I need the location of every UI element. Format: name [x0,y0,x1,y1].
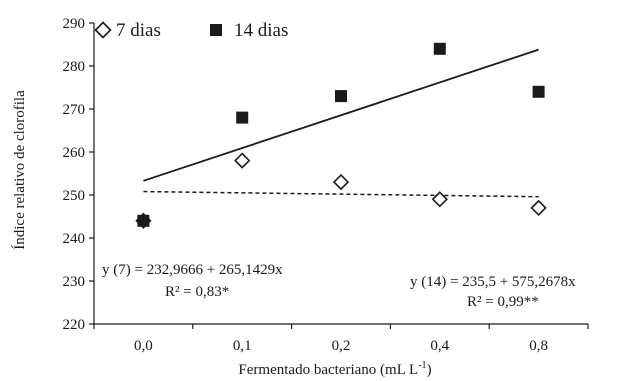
x-axis-title-end: ) [427,362,432,378]
data-point-7-dias [431,191,448,208]
x-axis-title: Fermentado bacteriano (mL L-1) [238,360,431,378]
y-tick-label: 260 [63,145,86,161]
trend-line-14-dias [143,48,539,182]
y-tick-label: 230 [63,274,86,290]
data-point-14-dias [532,85,545,98]
y-tick-label: 280 [63,59,86,75]
equation-text-14-dias: y (14) = 235,5 + 575,2678x [410,274,576,290]
data-point-7-dias [332,173,350,191]
data-point-7-dias [135,212,152,229]
data-point-7-dias [234,152,251,169]
r2-text-7-dias: R² = 0,83* [165,284,229,300]
data-points [135,42,547,229]
data-point-14-dias [335,90,347,103]
axes: 220 230 240 250 260 270 280 290 0,0 0,1 0,2 0,4 0,8 [63,16,589,354]
trend-lines [143,48,539,198]
legend: 7 dias 14 dias [94,20,288,41]
legend-marker-7-dias [94,21,112,39]
x-tick-label: 0,4 [430,338,449,354]
y-tick-label: 250 [63,188,86,204]
equation-text-7-dias: y (7) = 232,9666 + 265,1429x [102,262,283,278]
x-tick-label: 0,8 [529,338,548,354]
x-tick-label: 0,1 [233,338,252,354]
data-point-14-dias [433,42,446,55]
legend-marker-14-dias [210,24,222,36]
y-axis-title: Índice relativo de clorofila [11,90,28,250]
equation-14-dias: y (14) = 235,5 + 575,2678x R² = 0,99** [410,274,576,310]
x-tick-label: 0,0 [134,338,153,354]
y-tick-label: 270 [63,102,86,118]
trend-line-7-dias [143,190,539,198]
data-point-14-dias [236,111,249,124]
legend-label-7-dias: 7 dias [116,20,161,41]
r2-text-14-dias: R² = 0,99** [467,294,539,310]
legend-label-14-dias: 14 dias [234,20,288,41]
y-tick-label: 240 [63,231,86,247]
x-axis-title-superscript: -1 [418,360,426,371]
y-tick-label: 290 [63,16,86,32]
x-tick-label: 0,2 [332,338,351,354]
y-tick-label: 220 [63,317,86,333]
data-point-7-dias [530,199,547,217]
x-axis-title-base: Fermentado bacteriano (mL L [238,362,418,378]
equation-7-dias: y (7) = 232,9666 + 265,1429x R² = 0,83* [102,262,283,300]
